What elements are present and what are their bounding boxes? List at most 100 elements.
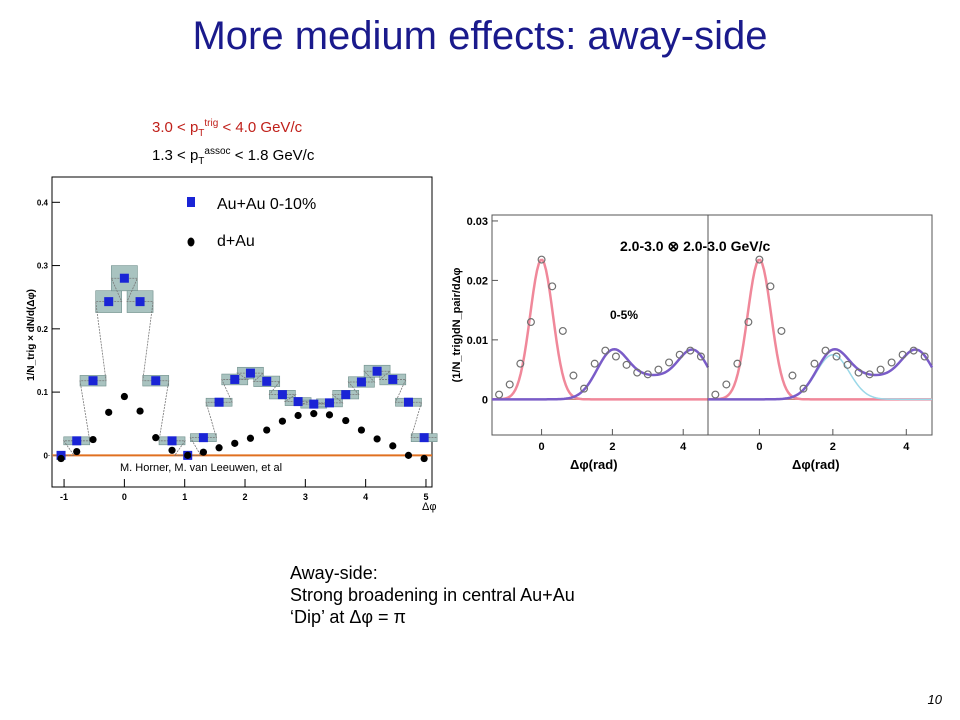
data-point xyxy=(854,368,863,377)
x-tick-label: -1 xyxy=(60,492,68,502)
data-point xyxy=(548,282,557,291)
dau-point xyxy=(105,408,113,416)
x-axis-label: Δφ xyxy=(422,501,436,513)
auau-point xyxy=(198,433,208,443)
auau-point xyxy=(356,377,366,387)
data-point xyxy=(675,350,684,359)
data-point xyxy=(821,346,830,355)
dau-point xyxy=(357,426,366,434)
dau-point xyxy=(136,407,144,415)
data-point xyxy=(665,358,674,367)
data-point xyxy=(622,360,631,369)
y-tick-label: 0.01 xyxy=(467,335,488,347)
dau-point xyxy=(404,451,413,459)
auau-point xyxy=(341,390,351,400)
y-tick-label: 0.02 xyxy=(467,275,488,287)
dau-point xyxy=(184,451,192,459)
away-side-notes: Away-side: Strong broadening in central … xyxy=(290,562,575,628)
x-axis-label-left: Δφ(rad) xyxy=(570,457,618,472)
page-number: 10 xyxy=(927,692,942,707)
legend-label-auau: Au+Au 0-10% xyxy=(217,196,316,213)
data-point xyxy=(590,359,599,368)
dau-point xyxy=(73,447,81,456)
data-point xyxy=(865,370,874,379)
assoc-pt-cut: 1.3 < pTassoc < 1.8 GeV/c xyxy=(152,146,315,167)
data-point xyxy=(495,390,504,399)
legend-square-marker xyxy=(187,197,195,207)
auau-point xyxy=(324,398,334,408)
auau-point xyxy=(88,376,98,386)
auau-point xyxy=(72,436,82,446)
auau-point xyxy=(135,297,145,307)
data-point xyxy=(633,368,642,377)
data-point xyxy=(686,346,695,355)
y-tick-label: 0.03 xyxy=(467,216,488,228)
y-tick-label: 0 xyxy=(482,394,488,406)
x-tick-label: 3 xyxy=(303,492,308,502)
data-point xyxy=(505,380,514,389)
x-tick-label: 2 xyxy=(830,441,836,453)
data-point xyxy=(611,352,620,361)
data-point xyxy=(526,318,535,327)
auau-point xyxy=(372,366,382,376)
x-tick-label: 2 xyxy=(243,492,248,502)
data-point xyxy=(832,352,841,361)
data-point xyxy=(696,352,705,361)
data-point xyxy=(810,359,819,368)
x-tick-label: 4 xyxy=(903,441,910,453)
y-tick-label: 0.4 xyxy=(37,198,49,207)
dau-point xyxy=(168,446,176,454)
data-point xyxy=(755,255,764,264)
data-point xyxy=(766,282,775,291)
data-point xyxy=(711,390,720,399)
dau-point xyxy=(231,439,239,447)
legend-label-dau: d+Au xyxy=(217,233,255,250)
data-point xyxy=(909,346,918,355)
auau-step-outline xyxy=(48,277,438,456)
x-tick-label: 0 xyxy=(122,492,127,502)
auau-point xyxy=(167,436,177,446)
credit-text: M. Horner, M. van Leeuwen, et al xyxy=(120,462,282,474)
dau-point xyxy=(310,410,318,418)
data-point xyxy=(744,318,753,327)
data-point xyxy=(601,346,610,355)
x-tick-label: 4 xyxy=(363,492,368,502)
auau-point xyxy=(403,397,413,407)
dau-point xyxy=(263,426,271,434)
auau-point xyxy=(245,368,255,378)
auau-point xyxy=(230,374,240,384)
dau-point xyxy=(294,411,302,420)
data-point xyxy=(898,350,907,359)
slide-title: More medium effects: away-side xyxy=(192,14,768,58)
dau-point xyxy=(215,444,223,452)
y-axis-label: (1/N_trig)dN_pair/dΔφ xyxy=(451,267,463,382)
auau-dau-correlation-chart: 1/N_trig × dN/d(Δφ) 0 0.1 0.2 0.3 0.4 -1 0 1 2 3 4… xyxy=(26,176,438,513)
dau-point xyxy=(420,454,428,463)
x-tick-label: 0 xyxy=(756,441,762,453)
away-side-fit xyxy=(708,347,934,401)
auau-point xyxy=(119,273,129,283)
x-tick-label: 4 xyxy=(680,441,687,453)
legend-circle-marker xyxy=(187,237,195,247)
auau-point xyxy=(151,376,161,386)
legend: Au+Au 0-10% d+Au xyxy=(187,196,316,250)
data-point xyxy=(654,365,663,374)
auau-point xyxy=(388,374,398,384)
y-tick-label: 0.1 xyxy=(37,388,49,397)
data-point xyxy=(722,380,731,389)
auau-point xyxy=(277,390,287,400)
auau-point xyxy=(309,399,319,409)
dau-point xyxy=(325,411,334,419)
near-side-fit xyxy=(491,258,708,401)
data-point xyxy=(516,359,525,368)
data-point xyxy=(887,358,896,367)
x-axis-label-right: Δφ(rad) xyxy=(792,457,840,472)
dau-point xyxy=(246,434,255,442)
y-tick-label: 0.2 xyxy=(37,325,49,334)
plot-frame xyxy=(51,176,433,488)
data-point xyxy=(537,255,546,264)
away-line-3: ‘Dip’ at Δφ = π xyxy=(290,607,406,627)
x-tick-label: 0 xyxy=(539,441,545,453)
centrality-label: 0-5% xyxy=(610,308,638,322)
auau-point xyxy=(419,433,429,443)
